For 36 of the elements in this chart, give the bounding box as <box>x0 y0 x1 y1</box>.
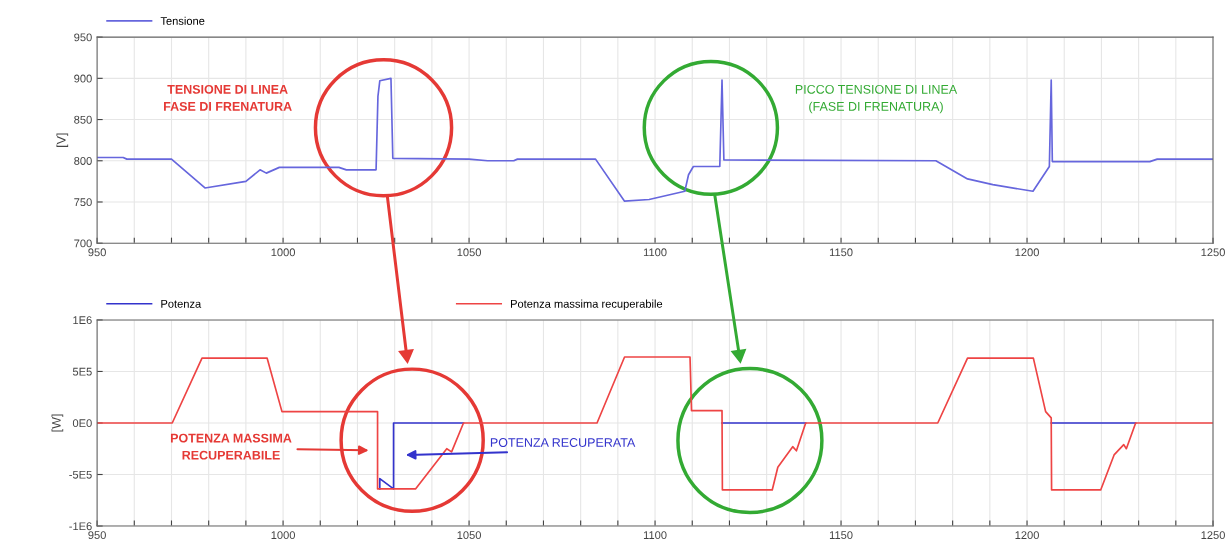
annotation: PICCO TENSIONE DI LINEA (FASE DI FRENATURA) <box>795 84 958 114</box>
legend-label: Potenza massima recuperabile <box>510 299 663 310</box>
annotation: TENSIONE DI LINEA FASE DI FRENATURA <box>164 84 292 111</box>
y-tick-label: 700 <box>74 239 92 248</box>
x-tick-label: 1150 <box>829 531 853 540</box>
legend-label: Tensione <box>160 16 205 25</box>
x-tick-label: 1200 <box>1015 531 1039 540</box>
y-axis-title: [W] <box>51 414 64 432</box>
x-tick-label: 1000 <box>271 248 296 257</box>
y-tick-label: -5E5 <box>69 470 92 479</box>
x-tick-label: 950 <box>88 531 106 540</box>
annotation: POTENZA MASSIMA RECUPERABILE <box>170 433 292 460</box>
x-tick-label: 1250 <box>1201 248 1225 257</box>
x-tick-label: 1150 <box>829 248 853 257</box>
y-tick-label: 950 <box>74 33 92 42</box>
line-series <box>97 356 1214 491</box>
y-tick-label: 1E6 <box>73 316 92 325</box>
x-tick-label: 1000 <box>271 531 296 540</box>
x-tick-label: 950 <box>88 248 106 257</box>
x-tick-label: 1200 <box>1015 248 1039 257</box>
x-tick-label: 1050 <box>457 531 481 540</box>
y-tick-label: 900 <box>74 74 92 83</box>
legend-label: Potenza <box>161 299 202 308</box>
x-tick-label: 1100 <box>643 531 667 540</box>
x-tick-label: 1050 <box>457 248 481 257</box>
y-tick-label: 5E5 <box>72 367 92 376</box>
x-tick-label: 1250 <box>1201 531 1225 540</box>
annotation: POTENZA RECUPERATA <box>490 438 636 447</box>
y-tick-label: 800 <box>74 157 92 165</box>
x-tick-label: 1100 <box>643 248 667 257</box>
line-series <box>97 77 1214 202</box>
y-axis-title: [V] <box>56 133 69 147</box>
y-tick-label: 850 <box>74 115 92 124</box>
y-tick-label: 0E0 <box>72 419 92 428</box>
y-tick-label: 750 <box>74 198 92 207</box>
y-tick-label: -1E6 <box>69 522 92 531</box>
